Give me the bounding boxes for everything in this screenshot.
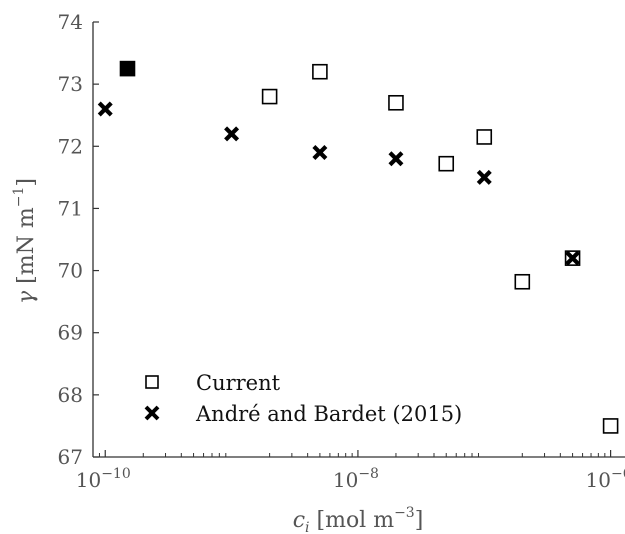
legend-marker-current — [145, 375, 159, 389]
legend-label-current: Current — [196, 371, 281, 395]
legend-marker-andre-bardet — [144, 405, 160, 421]
y-tick-label: 68 — [58, 383, 83, 407]
x-tick-label: 10−6 — [586, 466, 625, 492]
x-tick-label: 10−8 — [333, 466, 379, 492]
point-andre-bardet — [476, 169, 492, 185]
data-points — [97, 60, 619, 434]
y-axis-label: γ [mN m−1] — [11, 178, 39, 304]
point-andre-bardet — [388, 151, 404, 167]
point-current — [438, 155, 455, 172]
y-tick-label: 67 — [58, 445, 83, 469]
point-andre-bardet — [224, 126, 240, 142]
point-current — [602, 418, 619, 434]
ticks: 67 68 69 70 71 72 73 74 10−10 10−8 10−6 — [58, 10, 625, 492]
x-tick-label: 10−10 — [76, 466, 131, 492]
point-andre-bardet — [565, 250, 581, 266]
y-tick-label: 70 — [58, 259, 83, 283]
point-current — [388, 94, 404, 111]
point-current — [564, 250, 581, 266]
y-tick-label: 71 — [58, 196, 83, 220]
y-tick-label: 74 — [58, 10, 83, 34]
point-current — [261, 88, 278, 105]
point-current — [312, 63, 328, 80]
point-current — [119, 60, 136, 77]
x-axis-label: ci [mol m−3] — [293, 505, 424, 534]
point-andre-bardet — [97, 101, 113, 117]
legend: Current André and Bardet (2015) — [144, 371, 462, 426]
y-tick-label: 72 — [58, 134, 83, 158]
y-tick-label: 73 — [58, 72, 83, 96]
point-current — [476, 129, 493, 145]
point-andre-bardet — [312, 145, 328, 160]
point-current — [514, 273, 531, 290]
y-tick-label: 69 — [58, 321, 83, 345]
legend-label-andre-bardet: André and Bardet (2015) — [195, 402, 462, 426]
